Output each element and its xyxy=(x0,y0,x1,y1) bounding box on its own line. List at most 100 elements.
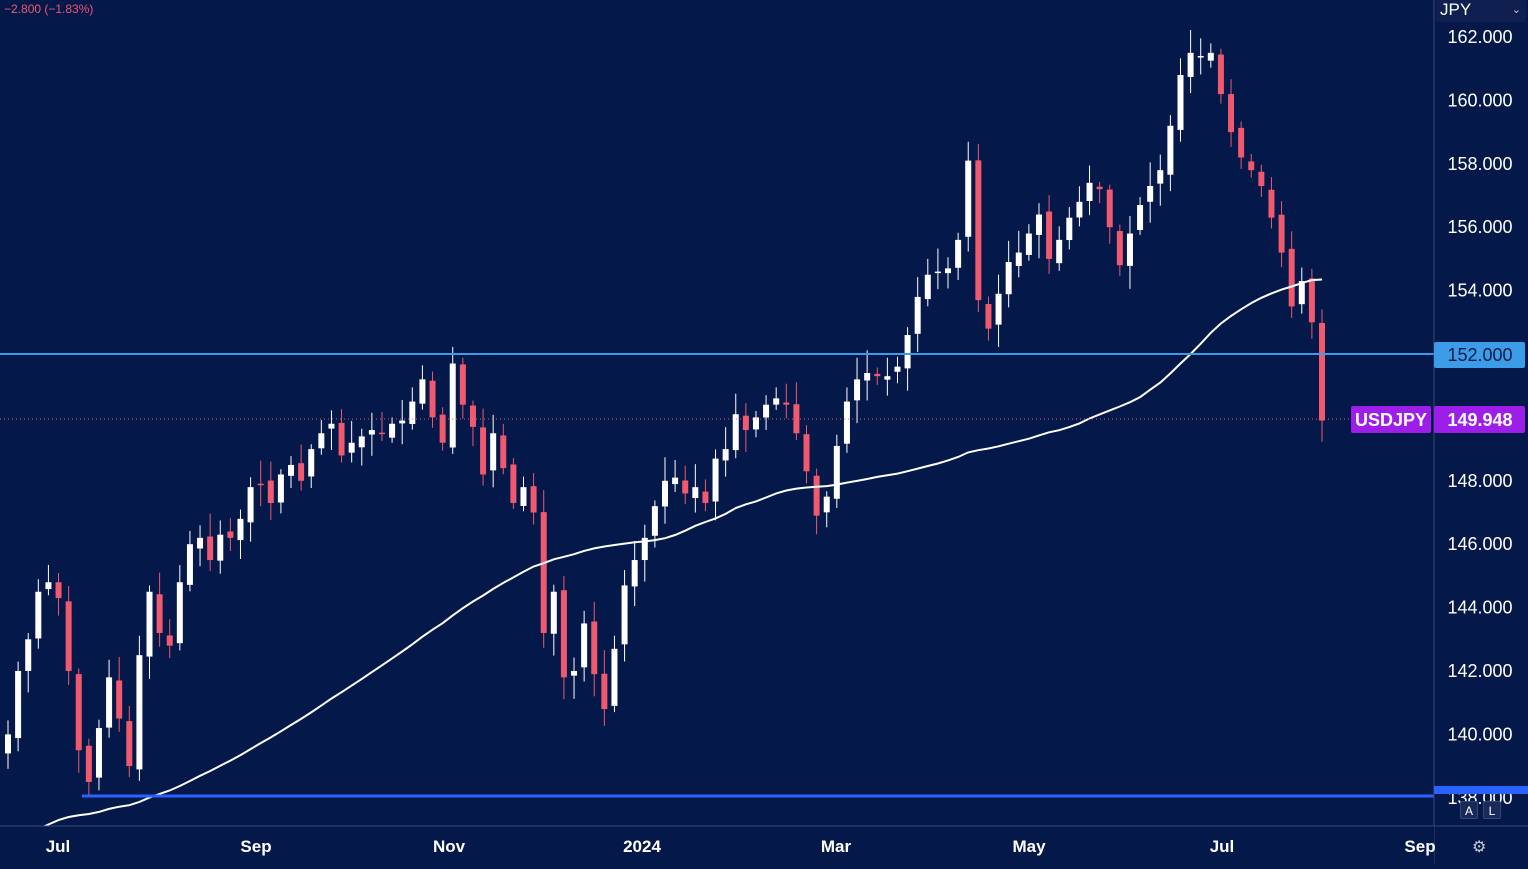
candle xyxy=(924,258,931,307)
candle-body xyxy=(1046,211,1053,259)
time-axis-panel[interactable] xyxy=(0,826,1434,864)
candle xyxy=(328,410,335,450)
time-axis-labels: Jul Sep Nov 2024 Mar May Jul Sep xyxy=(46,837,1436,856)
candle-body xyxy=(469,405,476,427)
candle-body xyxy=(621,585,628,645)
candle-body xyxy=(955,239,962,268)
candle-body xyxy=(1157,170,1164,184)
candle xyxy=(934,248,941,290)
candle xyxy=(106,659,113,738)
candle-body xyxy=(722,449,729,461)
candle-body xyxy=(126,721,133,767)
candle xyxy=(500,423,507,475)
candle-body xyxy=(429,380,436,418)
candle xyxy=(884,357,891,396)
candle-body xyxy=(318,433,325,449)
candle xyxy=(1015,230,1022,278)
candle-body xyxy=(1035,214,1042,235)
candle xyxy=(288,456,295,489)
candle-body xyxy=(257,483,264,486)
candle xyxy=(591,601,598,697)
candle-body xyxy=(763,404,770,418)
candle xyxy=(409,387,416,430)
candle xyxy=(1167,115,1174,192)
candle-body xyxy=(591,621,598,675)
candle-body xyxy=(510,464,517,503)
candle xyxy=(95,719,102,791)
candle xyxy=(611,635,618,713)
candle-body xyxy=(439,414,446,443)
price-tick-label: 162.000 xyxy=(1447,27,1512,47)
candle-body xyxy=(176,582,183,644)
log-scale-button[interactable]: L xyxy=(1483,801,1501,819)
candle-body xyxy=(227,531,234,538)
candle xyxy=(1147,162,1154,223)
support-marker xyxy=(1434,786,1528,794)
currency-select[interactable]: JPY ⌄ xyxy=(1436,0,1526,22)
candle-body xyxy=(692,487,699,499)
candle xyxy=(641,524,648,582)
candle xyxy=(429,371,436,428)
candle-body xyxy=(298,463,305,481)
price-tick-label: 142.000 xyxy=(1447,661,1512,681)
candle-body xyxy=(631,560,638,587)
candle-body xyxy=(682,480,689,494)
candle-body xyxy=(712,458,719,502)
candle-body xyxy=(166,635,173,646)
auto-scale-button[interactable]: A xyxy=(1460,801,1478,819)
candle-body xyxy=(1187,52,1194,77)
candle-body xyxy=(1228,94,1235,133)
candle xyxy=(742,403,749,452)
candle xyxy=(156,572,163,647)
candle xyxy=(955,232,962,280)
candle xyxy=(975,144,982,313)
candle-body xyxy=(389,423,396,438)
candle-body xyxy=(378,432,385,435)
candle xyxy=(1005,240,1012,308)
candle xyxy=(318,420,325,455)
candle xyxy=(874,367,881,385)
candle xyxy=(965,141,972,252)
candle xyxy=(1177,58,1184,142)
candle-body xyxy=(1177,75,1184,130)
candle-body xyxy=(1167,125,1174,175)
candle-body xyxy=(945,268,952,274)
candle-body xyxy=(1086,182,1093,202)
candle-body xyxy=(904,334,911,369)
candle-body xyxy=(25,639,32,671)
candle-body xyxy=(1217,54,1224,95)
candle-body xyxy=(1278,214,1285,253)
candle-body xyxy=(914,296,921,334)
price-tick-label: 148.000 xyxy=(1447,471,1512,491)
candle xyxy=(1278,201,1285,268)
candle xyxy=(783,383,790,419)
candle xyxy=(621,570,628,662)
candle-body xyxy=(702,491,709,503)
candle-body xyxy=(823,496,830,513)
candle xyxy=(176,565,183,651)
price-tick-label: 156.000 xyxy=(1447,217,1512,237)
gear-icon[interactable]: ⚙ xyxy=(1472,839,1487,856)
candle-body xyxy=(5,734,11,754)
candle-body xyxy=(1308,278,1315,323)
candle-body xyxy=(742,415,749,431)
candle xyxy=(813,468,820,535)
candle xyxy=(449,346,456,454)
candle-body xyxy=(45,582,52,590)
candle-body xyxy=(530,486,537,513)
candle xyxy=(85,738,92,796)
candle xyxy=(773,387,780,410)
candle xyxy=(15,661,22,752)
candle-body xyxy=(348,442,355,453)
time-tick-label: 2024 xyxy=(623,837,661,856)
candle xyxy=(267,461,274,520)
candle-body xyxy=(459,364,466,405)
candle-body xyxy=(662,480,668,507)
candle xyxy=(732,393,739,459)
candle xyxy=(217,520,224,574)
price-tick-label: 154.000 xyxy=(1447,281,1512,301)
candle xyxy=(843,387,850,453)
candle xyxy=(702,479,709,512)
